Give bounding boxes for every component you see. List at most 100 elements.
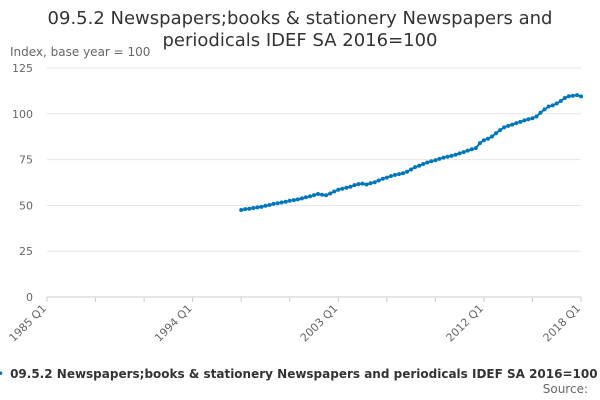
y-tick-label: 100 <box>12 108 33 121</box>
x-tick-label: 1994 Q1 <box>152 302 195 345</box>
data-point <box>461 150 466 155</box>
data-point <box>255 205 260 210</box>
data-point <box>417 163 422 168</box>
data-point <box>401 171 405 176</box>
data-point <box>465 148 470 153</box>
x-tick-label: 2018 Q1 <box>541 302 584 345</box>
data-point <box>348 184 353 189</box>
source-label: Source: <box>542 382 588 396</box>
data-point <box>469 147 474 152</box>
chart-title-line-1: 09.5.2 Newspapers;books & stationery New… <box>47 8 553 29</box>
data-point <box>409 167 414 172</box>
chart-title-line-2: periodicals IDEF SA 2016=100 <box>162 30 438 51</box>
data-point <box>388 174 393 179</box>
data-point <box>397 172 401 177</box>
data-point <box>522 118 527 123</box>
data-point <box>303 195 308 200</box>
data-point <box>239 208 244 212</box>
legend-label: 09.5.2 Newspapers;books & stationery New… <box>10 367 598 381</box>
data-point <box>247 206 252 211</box>
data-point <box>413 165 418 170</box>
data-point <box>251 206 256 210</box>
data-point <box>275 201 280 206</box>
data-point <box>316 192 320 196</box>
data-point <box>579 94 583 99</box>
legend: • 09.5.2 Newspapers;books & stationery Ne… <box>0 367 600 383</box>
data-point <box>429 159 434 164</box>
chart-title: 09.5.2 Newspapers;books & stationery New… <box>0 8 600 52</box>
data-point <box>368 181 373 186</box>
data-point <box>279 200 284 205</box>
data-point <box>575 93 579 98</box>
data-point <box>384 175 389 180</box>
data-point <box>392 173 397 177</box>
y-axis-label: Index, base year = 100 <box>10 45 151 59</box>
data-point <box>308 194 312 199</box>
data-point <box>486 136 490 141</box>
data-point <box>534 114 539 119</box>
data-point <box>554 101 559 106</box>
data-point <box>356 182 361 187</box>
data-point <box>510 122 515 127</box>
data-point <box>473 146 478 151</box>
data-point <box>263 203 268 208</box>
data-point <box>336 187 341 192</box>
data-point <box>490 134 494 139</box>
data-point <box>380 176 385 181</box>
data-point <box>299 196 304 201</box>
data-point <box>546 104 551 109</box>
data-point <box>291 198 296 203</box>
data-point <box>441 155 446 160</box>
data-point <box>526 117 531 122</box>
data-point <box>570 93 575 98</box>
data-point <box>449 153 454 158</box>
legend-item[interactable]: • 09.5.2 Newspapers;books & stationery Ne… <box>0 367 598 381</box>
data-point <box>502 125 507 130</box>
data-point <box>312 193 316 198</box>
data-point <box>320 192 325 197</box>
y-tick-label: 125 <box>12 62 33 75</box>
data-point <box>445 154 450 159</box>
data-point <box>352 183 357 188</box>
data-point <box>542 107 547 112</box>
data-point <box>364 182 369 187</box>
data-point <box>481 138 486 143</box>
series-line <box>240 94 582 211</box>
data-point <box>283 199 288 204</box>
data-point <box>494 131 498 136</box>
data-point <box>376 178 381 183</box>
data-point <box>538 110 543 115</box>
data-point <box>433 158 438 163</box>
data-point <box>558 99 563 103</box>
data-point <box>372 180 377 185</box>
data-point <box>295 197 300 202</box>
data-point <box>437 156 442 161</box>
data-point <box>324 193 329 198</box>
data-point <box>271 201 276 206</box>
y-tick-label: 75 <box>19 154 33 167</box>
data-point <box>340 186 345 191</box>
y-tick-label: 50 <box>19 199 33 212</box>
x-tick-label: 2003 Q1 <box>298 302 341 345</box>
data-point <box>562 96 567 100</box>
legend-swatch-icon: • <box>0 367 4 381</box>
data-point <box>259 204 264 209</box>
data-point <box>405 169 409 174</box>
data-point <box>267 203 272 207</box>
data-point <box>477 141 482 146</box>
data-point <box>518 119 523 124</box>
data-point <box>328 191 333 196</box>
x-tick-label: 2012 Q1 <box>443 302 486 345</box>
data-point <box>360 181 365 186</box>
data-point <box>457 151 462 156</box>
data-point <box>530 116 535 121</box>
data-point <box>425 160 430 165</box>
data-point <box>514 121 519 126</box>
x-tick-label: 1985 Q1 <box>7 302 50 345</box>
y-tick-label: 25 <box>19 245 33 258</box>
data-point <box>453 152 458 157</box>
data-point <box>421 162 426 166</box>
data-point <box>506 123 511 128</box>
data-point <box>498 128 503 133</box>
